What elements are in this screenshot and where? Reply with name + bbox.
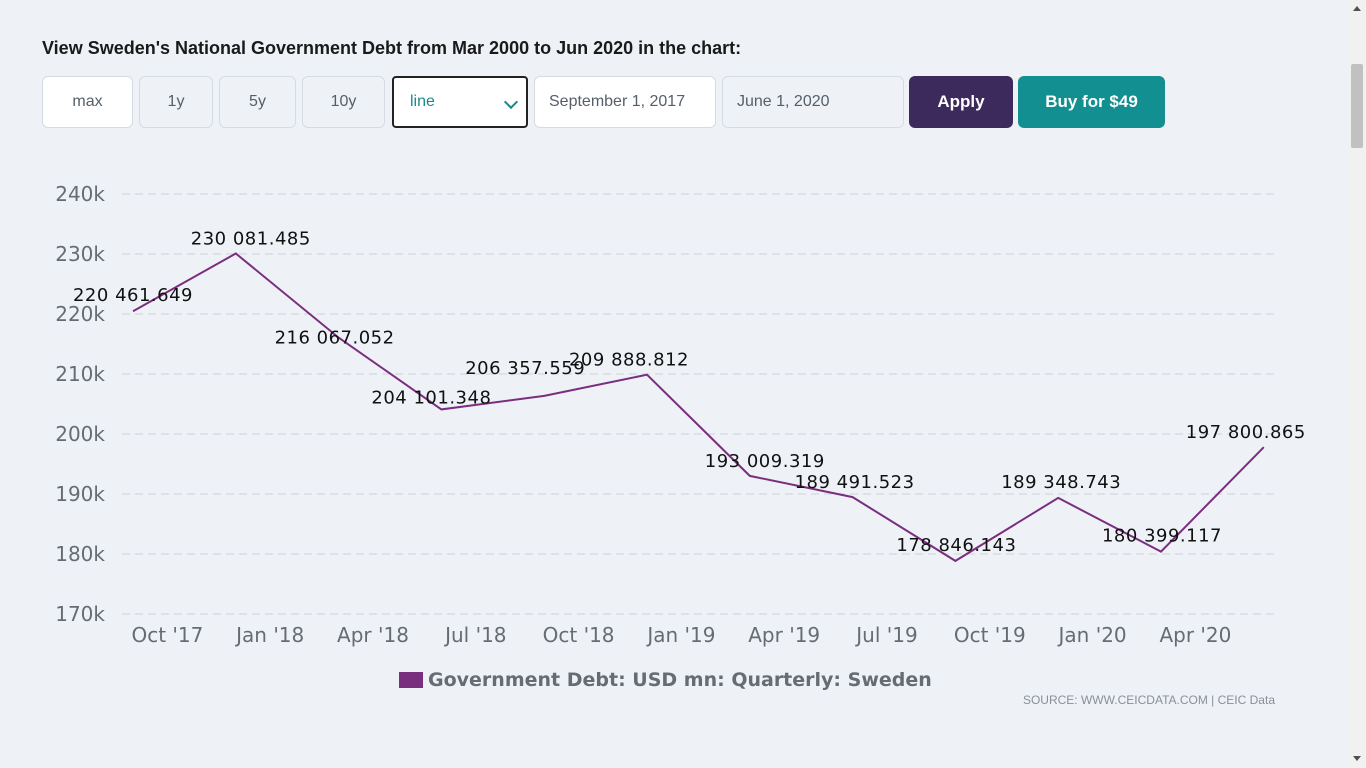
x-tick-label: Oct '19 — [954, 623, 1026, 647]
range-5y-button[interactable]: 5y — [219, 76, 296, 128]
data-label: 216 067.052 — [275, 328, 395, 349]
legend-label: Government Debt: USD mn: Quarterly: Swed… — [428, 669, 932, 691]
range-10y-button[interactable]: 10y — [302, 76, 385, 128]
data-label: 204 101.348 — [371, 387, 491, 408]
y-tick-label: 240k — [55, 182, 105, 206]
y-tick-label: 230k — [55, 242, 105, 266]
y-tick-label: 170k — [55, 602, 105, 626]
x-tick-label: Jan '19 — [645, 623, 715, 647]
data-label: 189 348.743 — [1001, 472, 1121, 493]
x-tick-label: Jan '18 — [234, 623, 304, 647]
data-label: 220 461.649 — [73, 285, 193, 306]
data-label: 189 491.523 — [795, 472, 915, 493]
x-tick-label: Oct '17 — [131, 623, 203, 647]
data-label: 197 800.865 — [1186, 422, 1306, 443]
x-tick-label: Apr '20 — [1159, 623, 1231, 647]
legend-swatch — [399, 672, 423, 688]
range-max-button[interactable]: max — [42, 76, 133, 128]
scrollbar-track[interactable] — [1348, 0, 1366, 768]
data-label: 193 009.319 — [705, 451, 825, 472]
end-date-input[interactable]: June 1, 2020 — [722, 76, 904, 128]
data-label: 206 357.559 — [465, 358, 585, 379]
y-tick-label: 190k — [55, 482, 105, 506]
x-tick-label: Jul '18 — [443, 623, 506, 647]
data-label: 230 081.485 — [191, 229, 311, 250]
y-tick-label: 220k — [55, 302, 105, 326]
data-label: 209 888.812 — [569, 350, 689, 371]
buy-button[interactable]: Buy for $49 — [1018, 76, 1165, 128]
data-label: 180 399.117 — [1102, 526, 1222, 547]
scroll-up-icon[interactable] — [1353, 6, 1361, 11]
x-tick-label: Apr '18 — [337, 623, 409, 647]
x-tick-label: Oct '18 — [543, 623, 615, 647]
y-tick-label: 180k — [55, 542, 105, 566]
scrollbar-thumb[interactable] — [1351, 64, 1363, 148]
x-tick-label: Jul '19 — [854, 623, 917, 647]
x-tick-label: Jan '20 — [1057, 623, 1127, 647]
range-1y-button[interactable]: 1y — [139, 76, 213, 128]
series-line — [132, 252, 1265, 563]
y-tick-label: 210k — [55, 362, 105, 386]
x-tick-label: Apr '19 — [748, 623, 820, 647]
chart-type-value: line — [410, 93, 435, 110]
apply-button[interactable]: Apply — [909, 76, 1013, 128]
y-tick-label: 200k — [55, 422, 105, 446]
start-date-input[interactable]: September 1, 2017 — [534, 76, 716, 128]
scroll-down-icon[interactable] — [1353, 756, 1361, 761]
page-heading: View Sweden's National Government Debt f… — [42, 38, 742, 58]
data-label: 178 846.143 — [896, 535, 1016, 556]
chart-type-select[interactable]: line — [392, 76, 528, 128]
source-text: SOURCE: WWW.CEICDATA.COM | CEIC Data — [1022, 693, 1275, 707]
